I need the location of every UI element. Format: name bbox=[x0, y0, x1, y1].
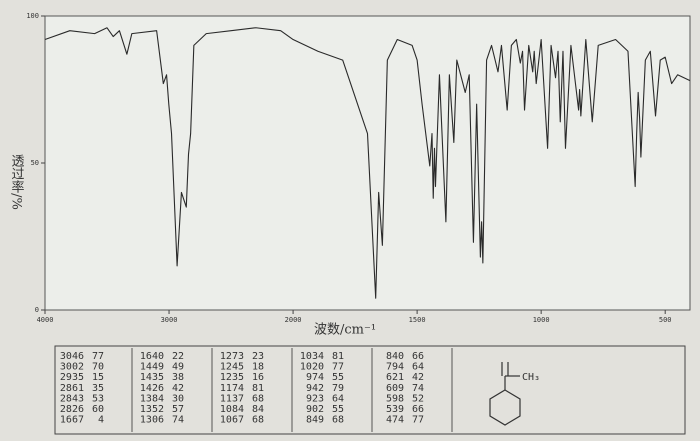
peak-wavenumber: 2826 bbox=[60, 404, 84, 415]
peak-transmittance: 60 bbox=[92, 404, 104, 415]
x-tick-label: 1000 bbox=[533, 316, 550, 324]
peak-transmittance: 38 bbox=[172, 372, 184, 383]
peak-transmittance: 30 bbox=[172, 393, 184, 404]
table-frame bbox=[54, 345, 686, 435]
plot-frame bbox=[44, 15, 691, 311]
x-tick-label: 3000 bbox=[161, 316, 178, 324]
peak-wavenumber: 1245 bbox=[220, 362, 244, 373]
peak-wavenumber: 3046 bbox=[60, 351, 84, 362]
structure bbox=[489, 362, 521, 426]
peak-wavenumber: 923 bbox=[306, 393, 324, 404]
peak-transmittance: 64 bbox=[412, 362, 424, 373]
peak-transmittance: 81 bbox=[252, 383, 264, 394]
peak-transmittance: 18 bbox=[252, 362, 264, 373]
peak-transmittance: 23 bbox=[252, 351, 264, 362]
peak-wavenumber: 1137 bbox=[220, 393, 244, 404]
y-tick-label: 0 bbox=[35, 306, 39, 314]
y-tick-label: 50 bbox=[31, 159, 39, 167]
peak-wavenumber: 1352 bbox=[140, 404, 164, 415]
peak-wavenumber: 1426 bbox=[140, 383, 164, 394]
peak-wavenumber: 1084 bbox=[220, 404, 244, 415]
peak-transmittance: 49 bbox=[172, 362, 184, 373]
peak-wavenumber: 902 bbox=[306, 404, 324, 415]
peak-wavenumber: 1020 bbox=[300, 362, 324, 373]
y-axis-label: 透过率/% bbox=[9, 154, 25, 210]
peak-transmittance: 16 bbox=[252, 372, 264, 383]
peak-wavenumber: 2843 bbox=[60, 393, 84, 404]
peak-wavenumber: 1384 bbox=[140, 393, 164, 404]
x-tick-label: 1500 bbox=[409, 316, 426, 324]
peak-transmittance: 74 bbox=[172, 415, 184, 426]
peak-transmittance: 68 bbox=[252, 415, 264, 426]
peak-wavenumber: 621 bbox=[386, 372, 404, 383]
peak-wavenumber: 1067 bbox=[220, 415, 244, 426]
peak-wavenumber: 3002 bbox=[60, 362, 84, 373]
peak-wavenumber: 539 bbox=[386, 404, 404, 415]
ring bbox=[489, 389, 521, 426]
peak-wavenumber: 849 bbox=[306, 415, 324, 426]
peak-wavenumber: 1306 bbox=[140, 415, 164, 426]
structure-label: CH₃ bbox=[522, 372, 540, 383]
peak-transmittance: 42 bbox=[172, 383, 184, 394]
peak-transmittance: 74 bbox=[412, 383, 424, 394]
peak-transmittance: 15 bbox=[92, 372, 104, 383]
peak-wavenumber: 598 bbox=[386, 393, 404, 404]
peak-wavenumber: 974 bbox=[306, 372, 324, 383]
peak-transmittance: 4 bbox=[98, 415, 104, 426]
peak-wavenumber: 840 bbox=[386, 351, 404, 362]
peak-transmittance: 79 bbox=[332, 383, 344, 394]
peak-wavenumber: 2935 bbox=[60, 372, 84, 383]
peak-wavenumber: 1273 bbox=[220, 351, 244, 362]
peak-transmittance: 77 bbox=[92, 351, 104, 362]
peak-transmittance: 70 bbox=[92, 362, 104, 373]
peak-transmittance: 55 bbox=[332, 372, 344, 383]
peak-transmittance: 55 bbox=[332, 404, 344, 415]
peak-transmittance: 84 bbox=[252, 404, 264, 415]
peak-transmittance: 81 bbox=[332, 351, 344, 362]
peak-wavenumber: 2861 bbox=[60, 383, 84, 394]
x-tick-label: 2000 bbox=[285, 316, 302, 324]
peak-transmittance: 35 bbox=[92, 383, 104, 394]
peak-transmittance: 22 bbox=[172, 351, 184, 362]
peak-transmittance: 66 bbox=[412, 351, 424, 362]
peak-transmittance: 57 bbox=[172, 404, 184, 415]
x-axis-label: 波数/cm⁻¹ bbox=[314, 323, 376, 338]
peak-transmittance: 53 bbox=[92, 393, 104, 404]
peak-transmittance: 77 bbox=[412, 415, 424, 426]
x-tick-label: 4000 bbox=[37, 316, 54, 324]
peak-transmittance: 68 bbox=[252, 393, 264, 404]
peak-transmittance: 66 bbox=[412, 404, 424, 415]
peak-wavenumber: 1640 bbox=[140, 351, 164, 362]
peak-wavenumber: 609 bbox=[386, 383, 404, 394]
peak-wavenumber: 1034 bbox=[300, 351, 324, 362]
peak-wavenumber: 942 bbox=[306, 383, 324, 394]
peak-transmittance: 77 bbox=[332, 362, 344, 373]
peak-wavenumber: 1435 bbox=[140, 372, 164, 383]
peak-transmittance: 52 bbox=[412, 393, 424, 404]
peak-wavenumber: 794 bbox=[386, 362, 404, 373]
peak-transmittance: 42 bbox=[412, 372, 424, 383]
peak-transmittance: 68 bbox=[332, 415, 344, 426]
peak-wavenumber: 1449 bbox=[140, 362, 164, 373]
peak-transmittance: 64 bbox=[332, 393, 344, 404]
x-tick-label: 500 bbox=[659, 316, 672, 324]
y-tick-label: 100 bbox=[26, 12, 39, 20]
peak-wavenumber: 474 bbox=[386, 415, 404, 426]
peak-wavenumber: 1174 bbox=[220, 383, 244, 394]
peak-wavenumber: 1235 bbox=[220, 372, 244, 383]
peak-wavenumber: 1667 bbox=[60, 415, 84, 426]
spectrum-line bbox=[44, 27, 691, 299]
